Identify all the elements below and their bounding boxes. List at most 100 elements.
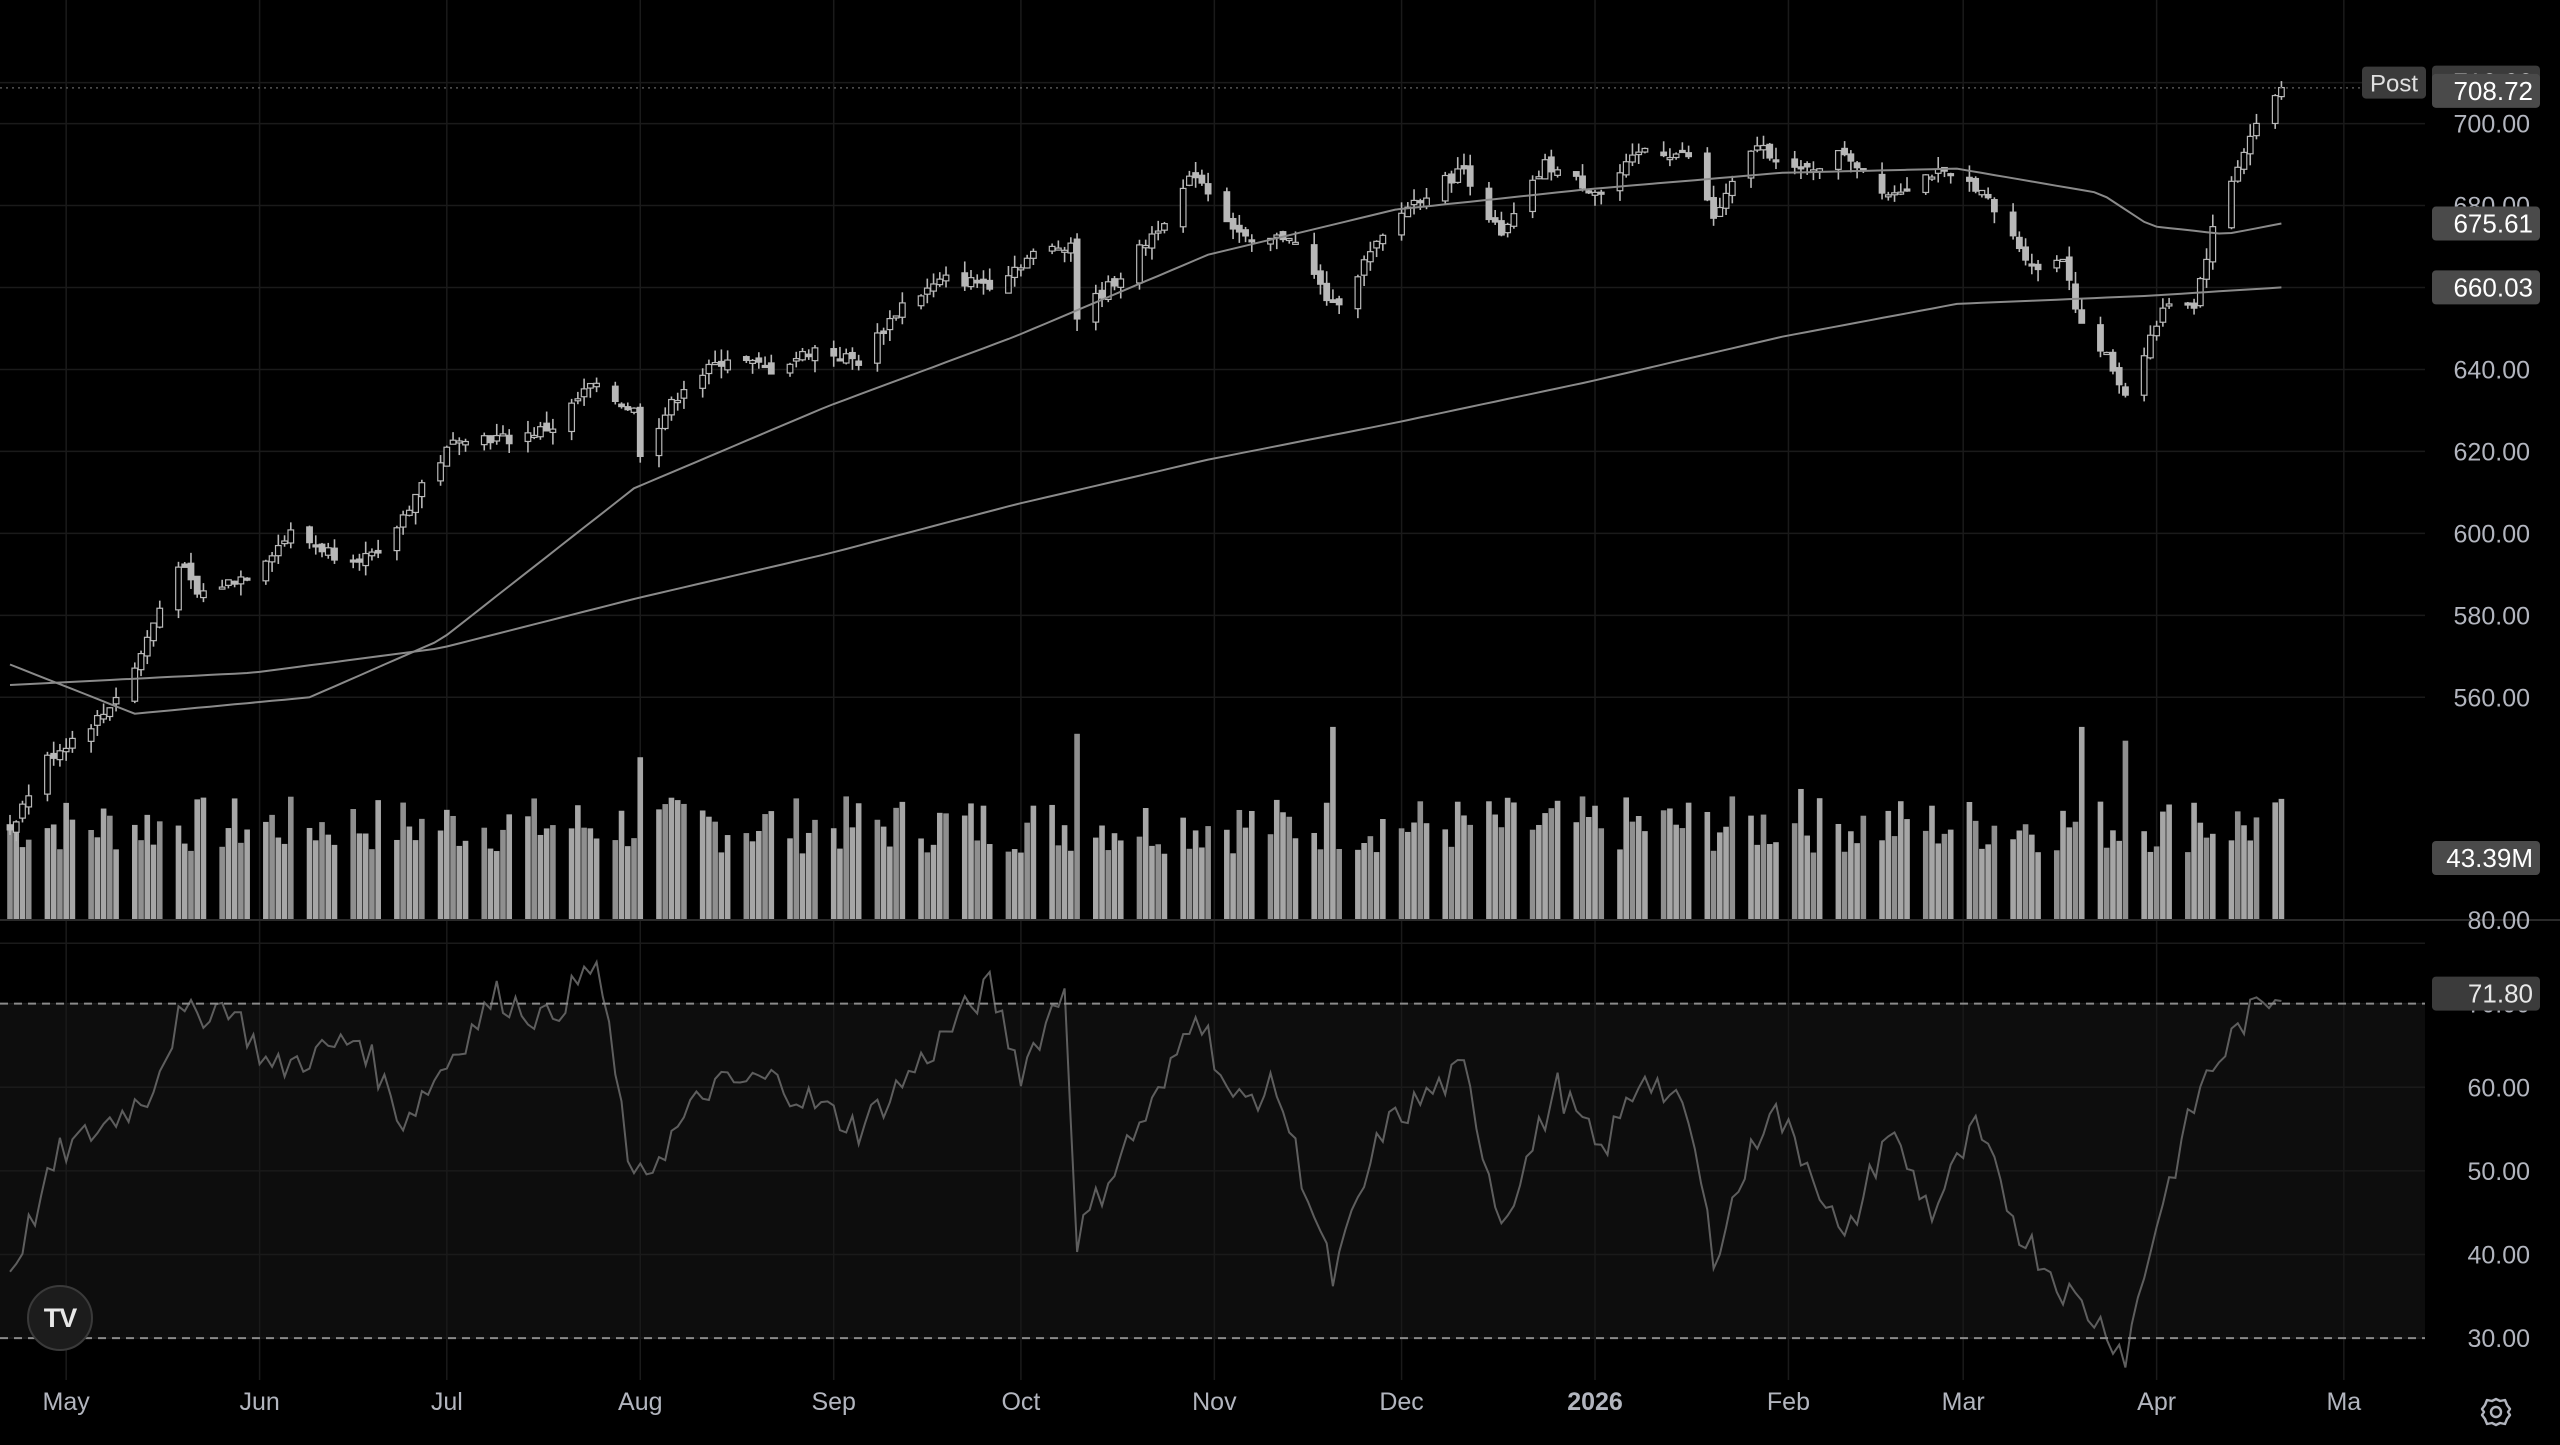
volume-bar bbox=[930, 844, 937, 920]
candle-body bbox=[2190, 302, 2198, 309]
volume-bar bbox=[1860, 815, 1867, 920]
candle-body bbox=[19, 803, 26, 819]
candle-body bbox=[44, 754, 51, 795]
time-label-Mar: Mar bbox=[1942, 1388, 1985, 1416]
volume-bar bbox=[575, 805, 581, 920]
candle-body bbox=[674, 399, 682, 404]
candle-body bbox=[699, 374, 707, 389]
volume-bar bbox=[681, 803, 687, 920]
candle-body bbox=[1629, 154, 1636, 163]
volume-bar bbox=[1149, 845, 1155, 920]
volume-bar bbox=[1055, 845, 1062, 920]
volume-bar bbox=[674, 800, 681, 920]
volume-bar bbox=[637, 757, 644, 920]
volume-bar bbox=[936, 812, 943, 920]
volume-bar bbox=[2253, 817, 2260, 920]
volume-bar bbox=[1717, 832, 1723, 920]
ma-line-1 bbox=[9, 286, 2282, 686]
candle-body bbox=[967, 277, 975, 288]
volume-bar bbox=[1024, 822, 1030, 920]
volume-bar bbox=[1205, 826, 1211, 920]
candle-body bbox=[2140, 355, 2148, 396]
candle-body bbox=[493, 434, 501, 442]
candle-body bbox=[1616, 172, 1624, 192]
volume-bar bbox=[924, 852, 931, 920]
volume-bar bbox=[656, 809, 662, 920]
candle-body bbox=[655, 427, 663, 457]
candle-body bbox=[1834, 150, 1842, 170]
candle-body bbox=[1660, 151, 1668, 157]
candle-body bbox=[368, 551, 376, 557]
volume-bar bbox=[1979, 848, 1985, 920]
volume-bar bbox=[799, 853, 806, 920]
volume-bar bbox=[88, 829, 94, 920]
candle-body bbox=[1179, 187, 1187, 228]
candle-body bbox=[799, 350, 806, 361]
candle-body bbox=[1878, 173, 1886, 194]
candle-body bbox=[1572, 171, 1580, 177]
candle-body bbox=[100, 713, 108, 720]
candle-body bbox=[1235, 224, 1243, 233]
candle-body bbox=[668, 398, 675, 416]
volume-bar bbox=[1804, 835, 1810, 920]
volume-bar bbox=[1854, 843, 1860, 920]
candle-body bbox=[742, 356, 750, 362]
volume-bar bbox=[1941, 833, 1948, 920]
volume-bar bbox=[362, 833, 369, 920]
rsi-last-label-bg bbox=[2432, 976, 2540, 1011]
time-label-Feb: Feb bbox=[1767, 1388, 1810, 1416]
volume-bar bbox=[1411, 822, 1417, 920]
volume-bar bbox=[312, 840, 319, 920]
volume-bar bbox=[356, 833, 363, 920]
candle-body bbox=[593, 382, 600, 388]
volume-bar bbox=[1442, 829, 1449, 920]
candle-body bbox=[1460, 165, 1468, 170]
volume-bar bbox=[444, 809, 450, 920]
volume-bar bbox=[107, 815, 113, 920]
volume-bar bbox=[2110, 830, 2116, 920]
candle-body bbox=[2103, 351, 2111, 356]
gear-icon[interactable] bbox=[2474, 1390, 2518, 1434]
candle-body bbox=[1641, 147, 1649, 153]
candle-body bbox=[1104, 281, 1112, 301]
post-tag-bg bbox=[2362, 66, 2426, 99]
volume-bar bbox=[1885, 810, 1892, 920]
candle-body bbox=[1092, 292, 1100, 323]
last-price-label: 708.72 bbox=[2432, 73, 2540, 108]
volume-bar bbox=[1423, 823, 1430, 920]
candle-body bbox=[792, 358, 800, 362]
candle-body bbox=[1323, 282, 1331, 302]
candle-body bbox=[1229, 217, 1237, 230]
candle-body bbox=[1310, 244, 1318, 275]
candle-body bbox=[1803, 163, 1811, 168]
candle-body bbox=[1597, 191, 1605, 195]
candle-body bbox=[131, 667, 139, 702]
post-tag-text: Post bbox=[2370, 71, 2418, 98]
volume-bar bbox=[880, 826, 887, 920]
candle-body bbox=[624, 406, 632, 411]
volume-bar bbox=[1985, 844, 1991, 920]
candle-body bbox=[499, 433, 507, 437]
candle-body bbox=[2165, 303, 2173, 307]
candle-body bbox=[2053, 259, 2061, 269]
volume-bar bbox=[2022, 824, 2029, 920]
volume-bar bbox=[194, 799, 201, 920]
volume-bar bbox=[481, 827, 488, 920]
volume-bar bbox=[100, 808, 107, 920]
candle-body bbox=[836, 358, 844, 362]
volume-bar bbox=[1099, 825, 1105, 920]
candle-body bbox=[1772, 159, 1780, 163]
candle-body bbox=[200, 590, 207, 599]
rsi-tick-label: 80.00 bbox=[2467, 907, 2530, 935]
volume-bar bbox=[887, 846, 893, 920]
candle-body bbox=[1242, 229, 1249, 237]
tradingview-logo[interactable]: TV bbox=[27, 1285, 93, 1351]
volume-bar bbox=[7, 825, 13, 920]
candle-body bbox=[1710, 197, 1717, 219]
candle-body bbox=[574, 398, 582, 402]
volume-bar bbox=[175, 825, 182, 920]
volume-bar bbox=[593, 838, 600, 920]
volume-bar bbox=[2234, 811, 2241, 920]
